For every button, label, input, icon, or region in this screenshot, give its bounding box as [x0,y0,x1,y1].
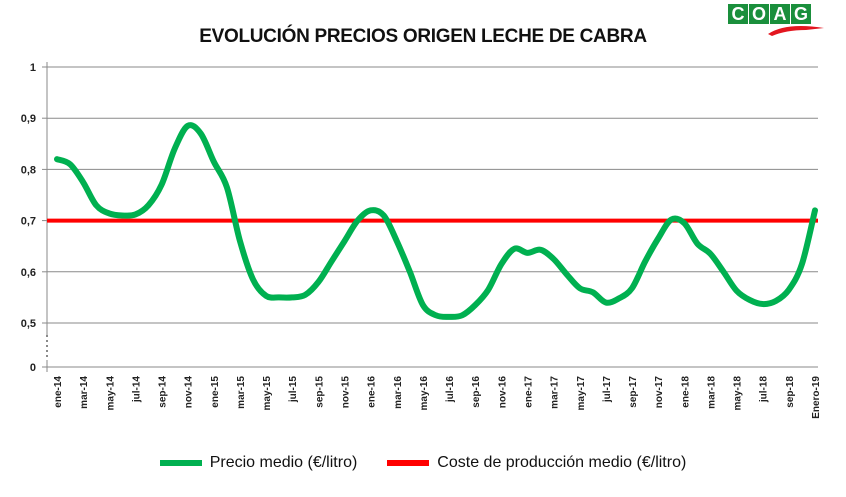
x-tick-label: mar-18 [706,376,717,409]
x-tick-label: sep-16 [471,376,482,408]
y-tick-label: 0,8 [21,164,36,176]
legend-swatch-red [387,460,430,466]
chart-title: EVOLUCIÓN PRECIOS ORIGEN LECHE DE CABRA [199,26,647,47]
x-tick-label: may-15 [262,376,273,411]
x-tick-label: may-18 [733,376,744,411]
x-tick-label: ene-14 [53,376,64,408]
x-tick-label: sep-18 [785,376,796,408]
x-tick-label: jul-14 [131,376,142,404]
x-tick-label: mar-16 [393,376,404,409]
x-tick-label: sep-14 [158,376,169,408]
x-tick-label: Enero-19 [811,376,822,419]
x-tick-label: may-16 [419,376,430,411]
x-tick-label: may-14 [105,376,116,411]
coag-logo: C O A G [728,4,824,36]
x-tick-label: jul-16 [445,376,456,404]
x-tick-label: ene-15 [210,376,221,408]
x-tick-label: sep-17 [628,376,639,408]
x-tick-label: mar-15 [236,376,247,409]
legend-item-precio: Precio medio (€/litro) [159,454,358,472]
y-tick-label: 0,5 [21,318,36,330]
x-tick-label: mar-14 [79,376,90,409]
x-tick-label: may-17 [576,376,587,411]
x-tick-label: mar-17 [550,376,561,409]
x-tick-label: jul-15 [288,376,299,404]
y-tick-label: 1 [30,62,36,74]
x-tick-label: ene-18 [680,376,691,408]
x-tick-label: nov-15 [341,376,352,409]
x-tick-label: jul-18 [759,376,770,404]
x-tick-label: jul-17 [602,376,613,404]
x-tick-label: nov-17 [654,376,665,409]
legend: Precio medio (€/litro) Coste de producci… [0,454,846,472]
y-tick-label: 0,9 [21,113,36,125]
legend-item-coste: Coste de producción medio (€/litro) [387,454,686,472]
x-tick-label: nov-16 [497,376,508,409]
legend-label: Precio medio (€/litro) [209,454,358,471]
legend-swatch-green [159,460,202,466]
x-tick-label: sep-15 [314,376,325,408]
y-tick-label: 0,7 [21,216,36,228]
x-tick-label: ene-16 [367,376,378,408]
legend-label: Coste de producción medio (€/litro) [437,454,687,471]
y-tick-label: 0 [30,362,36,374]
x-tick-label: ene-17 [523,376,534,408]
x-tick-label: nov-14 [184,376,195,409]
series-line-precio [54,122,818,320]
y-tick-label: 0,6 [21,267,36,279]
